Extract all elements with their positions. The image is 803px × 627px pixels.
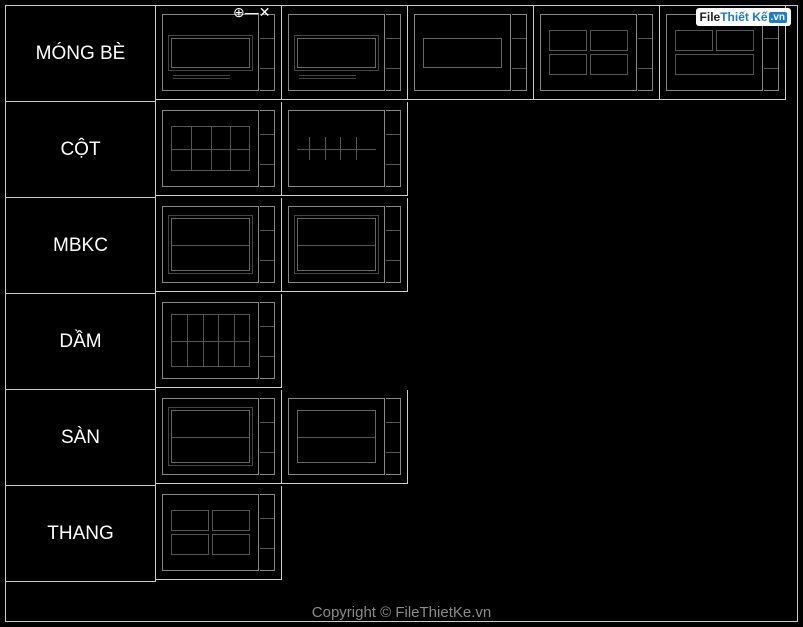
drawing-sheet[interactable] [282,6,408,100]
watermark-logo: File Thiết Kế .vn [696,8,791,26]
plan-drawing [297,218,377,271]
category-row-thang: THANG [6,486,797,582]
titleblock [260,206,275,283]
drawing-sheet[interactable] [156,294,282,388]
sheet-frame [162,14,259,91]
sheet-frame [540,14,637,91]
cursor-crosshair-icon: ⊕—✕ [233,4,270,21]
row-label: CỘT [6,102,156,198]
plan-drawing [297,410,377,463]
sheet-frame [288,398,385,475]
sheet-frame [288,14,385,91]
detail-drawings [675,30,755,75]
beam-sections [171,314,251,367]
drawing-sheet[interactable] [408,6,534,100]
row-label: SÀN [6,390,156,486]
titleblock [260,110,275,187]
stair-details [171,510,251,555]
sheet-frame [162,110,259,187]
titleblock [260,302,275,379]
row-label: MÓNG BÈ [6,6,156,102]
detail-drawings [549,30,629,75]
logo-part-thietke: Thiết Kế [720,10,767,24]
row-sheets [156,102,797,198]
plan-drawing [423,38,503,68]
drawing-sheet[interactable] [156,486,282,580]
titleblock [260,494,275,571]
row-sheets [156,486,797,582]
titleblock [386,398,401,475]
titleblock [512,14,527,91]
titleblock [386,206,401,283]
plan-drawing [171,218,251,271]
category-row-cot: CỘT [6,102,797,198]
sheet-frame [288,110,385,187]
drawing-sheet[interactable] [282,102,408,196]
row-sheets [156,390,797,486]
category-row-san: SÀN [6,390,797,486]
notes [173,75,230,81]
titleblock [386,14,401,91]
titleblock [260,14,275,91]
row-label: THANG [6,486,156,582]
category-row-mbkc: MBKC [6,198,797,294]
plan-drawing [297,38,377,68]
row-sheets [156,294,797,390]
plan-drawing [171,38,251,68]
drawing-sheet[interactable] [282,198,408,292]
column-sections [297,137,377,160]
grid-drawing [171,126,251,171]
sheet-frame [414,14,511,91]
plan-drawing [171,410,251,463]
row-sheets [156,198,797,294]
row-label: MBKC [6,198,156,294]
drawing-sheet[interactable] [282,390,408,484]
watermark-copyright: Copyright © FileThietKe.vn [0,604,803,621]
drawing-sheet[interactable] [534,6,660,100]
drawing-sheet[interactable] [156,390,282,484]
sheet-frame [162,494,259,571]
notes [299,75,356,81]
logo-part-file: File [700,10,721,24]
sheet-frame [162,398,259,475]
drawing-workspace[interactable]: MÓNG BÈ [5,5,798,622]
sheet-frame [162,302,259,379]
sheet-frame [162,206,259,283]
category-row-mong-be: MÓNG BÈ [6,6,797,102]
drawing-sheet[interactable] [156,102,282,196]
sheet-frame [288,206,385,283]
row-label: DẦM [6,294,156,390]
drawing-sheet[interactable] [156,198,282,292]
logo-part-vn: .vn [769,12,787,23]
titleblock [260,398,275,475]
titleblock [386,110,401,187]
titleblock [638,14,653,91]
category-row-dam: DẦM [6,294,797,390]
